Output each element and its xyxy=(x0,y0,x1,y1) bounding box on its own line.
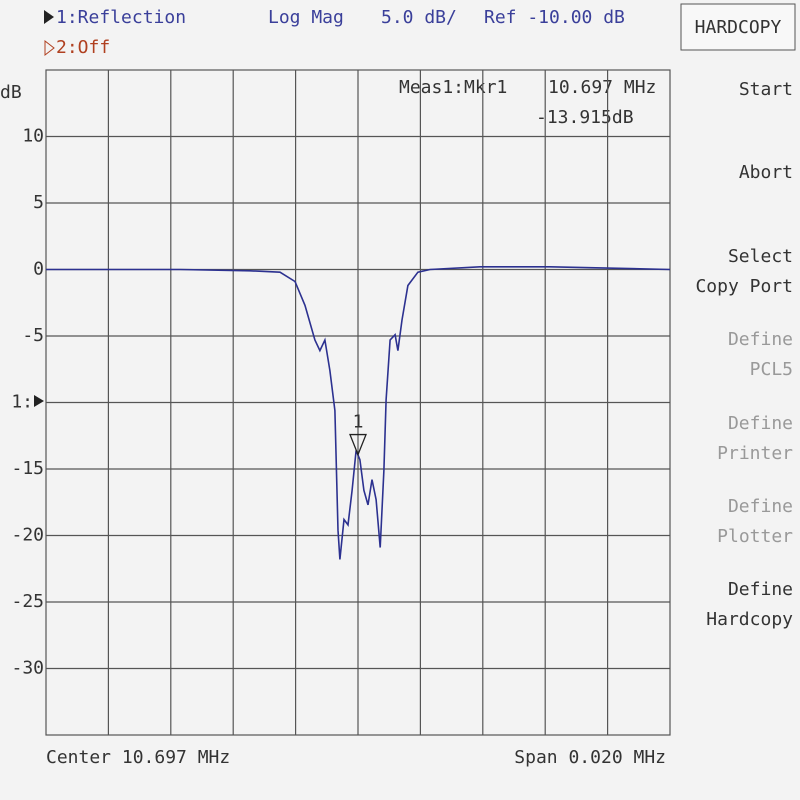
y-tick-label: 10 xyxy=(22,126,44,147)
y-tick-label: -5 xyxy=(22,325,44,346)
y-tick-label: 0 xyxy=(33,259,44,280)
active-trace-icon xyxy=(44,10,54,24)
readout-name: Meas1:Mkr1 xyxy=(399,77,507,98)
ref-label: Ref -10.00 dB xyxy=(484,7,625,28)
y-tick-label: 5 xyxy=(33,192,44,213)
softkey-label[interactable]: Abort xyxy=(739,162,793,183)
softkey-title: HARDCOPY xyxy=(695,17,782,38)
softkey-label: Define xyxy=(728,413,793,434)
readout-level: -13.915dB xyxy=(536,107,634,128)
softkey-label[interactable]: Start xyxy=(739,79,793,100)
y-tick-label: -25 xyxy=(11,591,44,612)
softkey-label: Plotter xyxy=(717,526,793,547)
trace2-label: 2:Off xyxy=(56,37,110,58)
softkey-label: PCL5 xyxy=(750,359,793,380)
softkey-label: Define xyxy=(728,329,793,350)
scale-label: 5.0 dB/ xyxy=(381,7,457,28)
inactive-trace-icon xyxy=(44,39,55,57)
ref-arrow xyxy=(34,395,44,407)
trace1-label: 1:Reflection xyxy=(56,7,186,28)
y-tick-label: 1: xyxy=(11,392,33,413)
readout-freq: 10.697 MHz xyxy=(548,77,656,98)
y-unit: dB xyxy=(0,82,22,103)
trace xyxy=(46,266,671,560)
softkey-label[interactable]: Select xyxy=(728,246,793,267)
y-tick-label: -15 xyxy=(11,458,44,479)
softkey-label: Printer xyxy=(717,443,793,464)
footer-center: Center 10.697 MHz xyxy=(46,747,230,768)
y-tick-label: -20 xyxy=(11,525,44,546)
softkey-label: Define xyxy=(728,496,793,517)
marker-label: 1 xyxy=(353,412,364,433)
marker xyxy=(349,433,367,457)
softkey-label[interactable]: Define xyxy=(728,579,793,600)
softkey-label[interactable]: Copy Port xyxy=(695,276,793,297)
softkey-label[interactable]: Hardcopy xyxy=(706,609,793,630)
softkey-title-box xyxy=(680,3,796,51)
y-tick-label: -30 xyxy=(11,658,44,679)
footer-span: Span 0.020 MHz xyxy=(514,747,666,768)
format-label: Log Mag xyxy=(268,7,344,28)
